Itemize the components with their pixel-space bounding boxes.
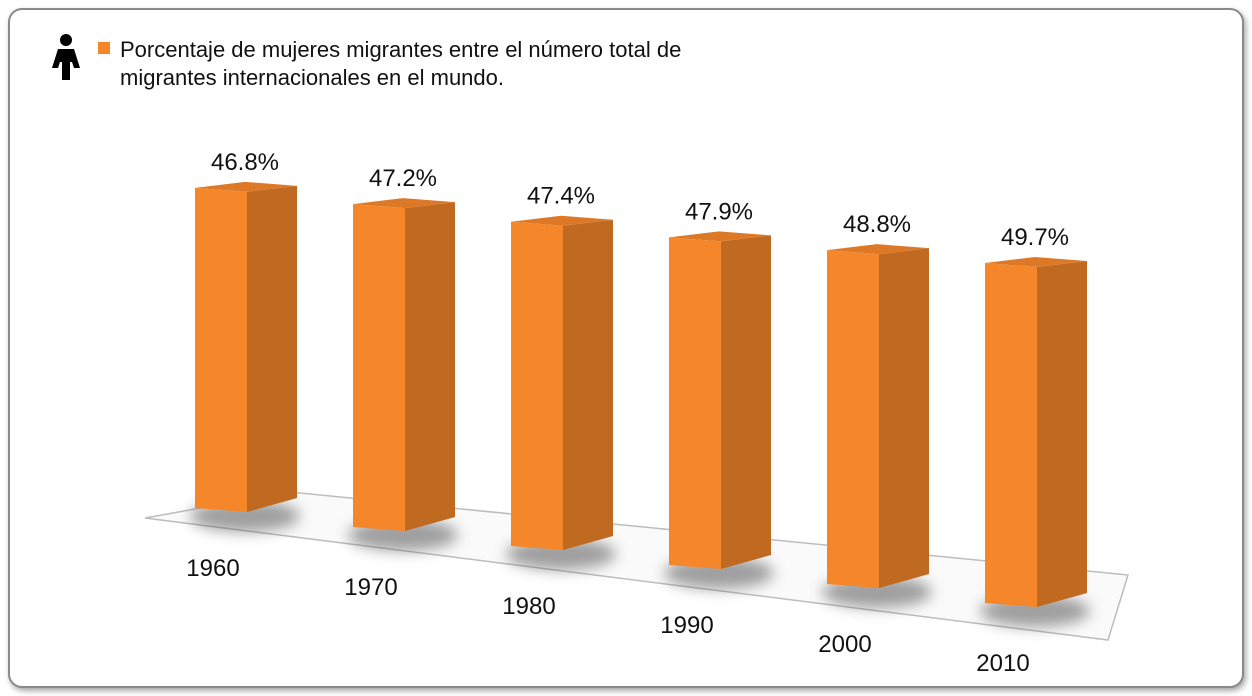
bar [511,221,563,550]
legend-swatch [98,42,110,54]
x-tick-label: 2000 [818,631,871,658]
female-icon [52,34,80,80]
x-tick-label: 2010 [976,650,1029,677]
bar-top [511,215,613,226]
bar-top [353,198,455,209]
bar [985,263,1037,607]
bar [669,237,721,569]
bar [827,250,879,589]
legend-label: Porcentaje de mujeres migrantes entre el… [120,37,682,90]
bar [353,204,405,532]
x-tick-label: 1990 [660,612,713,639]
data-label: 49.7% [1001,224,1069,251]
bar-side [879,248,929,589]
bar-side [563,219,613,550]
bar-side [247,185,297,512]
data-label: 46.8% [211,149,279,176]
data-label: 47.4% [527,183,595,210]
bar-side [721,235,771,569]
x-tick-label: 1980 [502,593,555,620]
data-label: 47.2% [369,165,437,192]
bar-top [985,257,1087,267]
x-tick-label: 1960 [186,555,239,582]
bar [195,187,247,512]
bar-side [1037,261,1087,607]
bar-top [669,231,771,242]
data-label: 48.8% [843,211,911,238]
bar-top [827,244,929,255]
bar-side [405,202,455,532]
data-label: 47.9% [685,198,753,225]
bar-top [195,181,297,192]
x-tick-label: 1970 [344,574,397,601]
